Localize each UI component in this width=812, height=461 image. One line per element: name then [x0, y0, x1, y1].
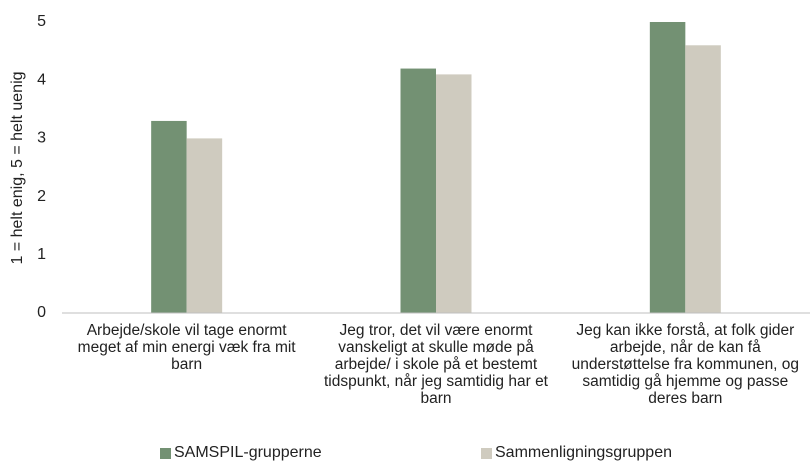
legend-label: Sammenligningsgruppen: [495, 444, 672, 461]
legend-label: SAMSPIL-grupperne: [174, 444, 322, 461]
bar: [151, 120, 187, 313]
x-tick-label: Arbejde/skole vil tage enormt meget af m…: [77, 322, 296, 373]
y-tick-label: 5: [37, 13, 46, 30]
legend-item: SAMSPIL-grupperne: [160, 444, 322, 461]
x-tick-label: Jeg tror, det vil være enormt vanskeligt…: [323, 322, 548, 407]
y-tick-label: 4: [37, 71, 46, 88]
x-tick-label: Jeg kan ikke forstå, at folk gider arbej…: [571, 322, 800, 407]
bar: [436, 74, 472, 313]
y-tick-label: 2: [37, 188, 46, 205]
bar: [649, 22, 686, 313]
bar: [685, 45, 721, 313]
y-tick-label: 3: [37, 130, 46, 147]
y-tick-label: 1: [37, 246, 46, 263]
y-axis-label: 1 = helt enig, 5 = helt uenig: [9, 71, 26, 264]
legend-swatch: [481, 447, 492, 459]
legend-swatch: [160, 447, 171, 459]
bar: [186, 138, 223, 313]
legend-item: Sammenligningsgruppen: [481, 444, 672, 461]
y-tick-label: 0: [37, 304, 46, 321]
bar: [400, 68, 436, 313]
